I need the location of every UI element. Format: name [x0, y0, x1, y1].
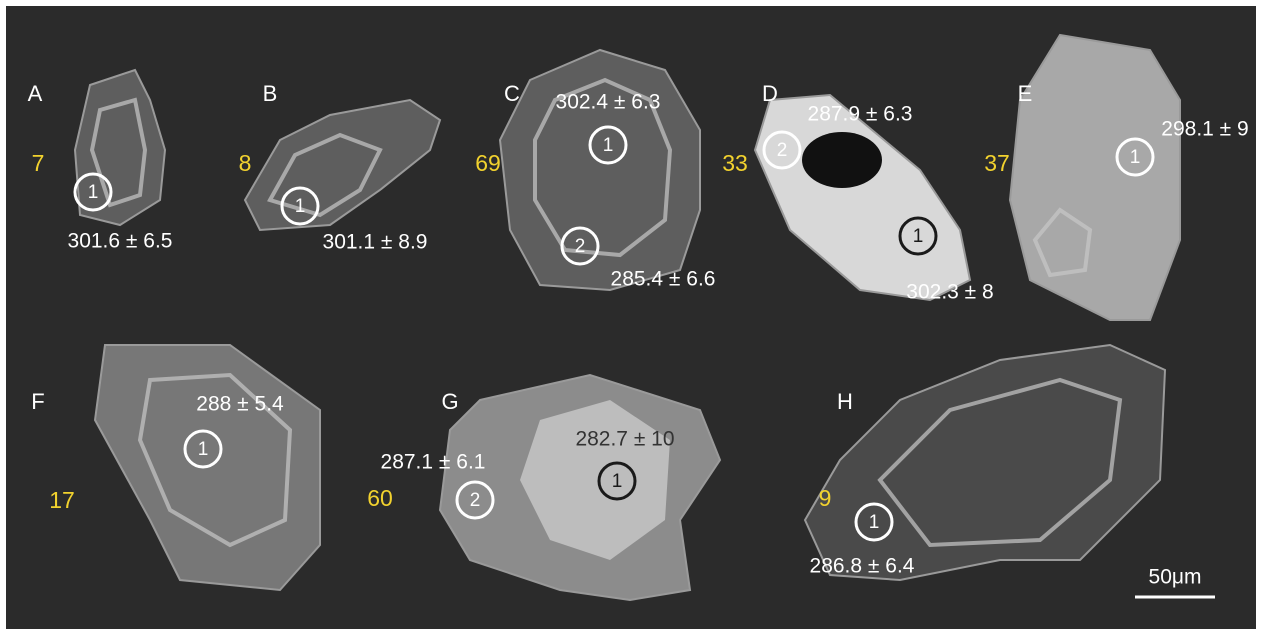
grain-number: 8: [239, 150, 252, 176]
grain-number: 17: [49, 487, 75, 513]
panel-label: H: [837, 389, 853, 414]
grain-number: 9: [819, 485, 832, 511]
spot-id: 1: [913, 226, 924, 247]
panel-label: E: [1018, 81, 1033, 106]
age: 286.8 ± 6.4: [810, 555, 915, 578]
grain: [1010, 35, 1180, 320]
age: 298.1 ± 9: [1161, 118, 1248, 141]
age: 287.1 ± 6.1: [381, 451, 486, 474]
panel-label: F: [31, 389, 44, 414]
spot-id: 2: [777, 140, 788, 161]
age: 302.3 ± 8: [906, 281, 993, 304]
spot-id: 1: [612, 471, 623, 492]
age: 287.9 ± 6.3: [808, 103, 913, 126]
panel-label: A: [28, 81, 43, 106]
scale-bar-label: 50μm: [1149, 566, 1202, 589]
spot-id: 1: [1130, 147, 1141, 168]
spot-id: 1: [603, 135, 614, 156]
spot-id: 1: [88, 182, 99, 203]
age: 301.1 ± 8.9: [323, 231, 428, 254]
grain-number: 69: [475, 150, 501, 176]
grain-number: 7: [32, 150, 45, 176]
panel-label: D: [762, 81, 778, 106]
age: 302.4 ± 6.3: [556, 91, 661, 114]
age: 285.4 ± 6.6: [611, 268, 716, 291]
figure: A 7 1 301.6 ± 6.5 B 8 1 301.1 ± 8.9 C 69…: [0, 0, 1262, 635]
spot-id: 1: [869, 512, 880, 533]
spot-id: 2: [575, 236, 586, 257]
age: 301.6 ± 6.5: [68, 230, 173, 253]
panel-label: G: [441, 389, 458, 414]
spot-id: 1: [295, 196, 306, 217]
age: 282.7 ± 10: [575, 428, 674, 451]
grain-number: 33: [722, 150, 748, 176]
inclusion: [802, 132, 882, 188]
grain-number: 37: [984, 150, 1010, 176]
spot-id: 1: [198, 439, 209, 460]
spot-id: 2: [470, 490, 481, 511]
age: 288 ± 5.4: [196, 393, 284, 416]
grain-number: 60: [367, 485, 393, 511]
panel-label: B: [263, 81, 278, 106]
panel-label: C: [504, 81, 520, 106]
